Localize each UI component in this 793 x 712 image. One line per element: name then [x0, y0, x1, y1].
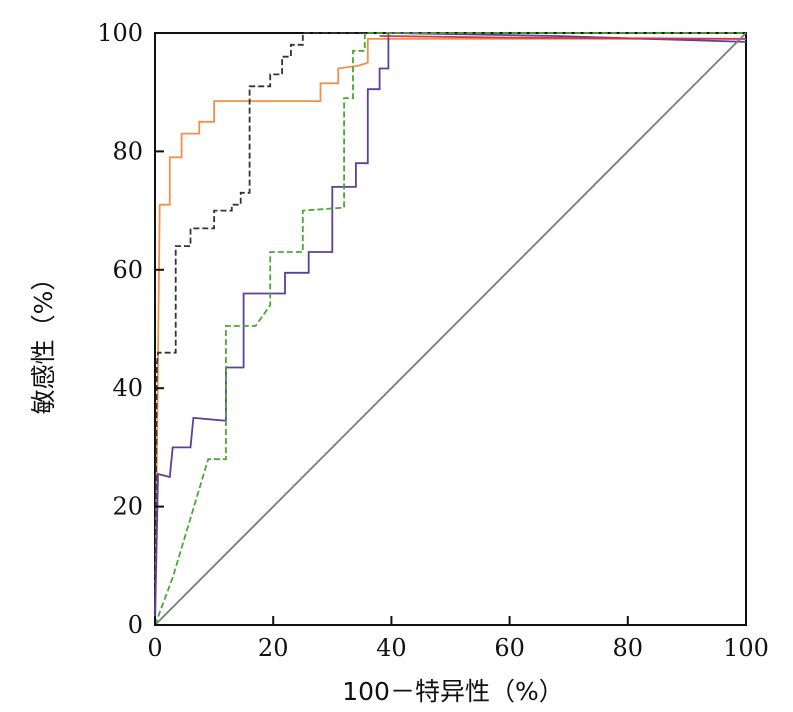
series-line	[154, 32, 746, 626]
x-tick-label: 40	[376, 634, 407, 662]
x-tick-label: 80	[613, 634, 644, 662]
plot-area	[154, 32, 747, 626]
x-tick-label: 60	[494, 634, 525, 662]
x-tick-label: 20	[258, 634, 289, 662]
x-axis-title: 100－特异性（%）	[342, 677, 563, 706]
y-tick-label: 0	[128, 611, 143, 639]
y-tick-label: 60	[112, 256, 143, 284]
y-tick-label: 40	[112, 374, 143, 402]
series-line	[154, 32, 747, 626]
y-tick-label: 80	[112, 137, 143, 165]
y-tick-label: 100	[97, 19, 143, 47]
y-tick-label: 20	[112, 493, 143, 521]
series-line	[379, 35, 747, 40]
series-line	[154, 32, 747, 626]
series-line	[154, 38, 746, 626]
x-tick-label: 0	[147, 634, 162, 662]
y-axis-title: 敏感性（%）	[29, 266, 58, 415]
x-tick-label: 100	[723, 634, 769, 662]
series-layer	[154, 32, 747, 626]
y-axis-ticks: 0 20 40 60 80 100	[97, 19, 164, 639]
x-axis-ticks: 0 20 40 60 80 100	[147, 616, 769, 662]
